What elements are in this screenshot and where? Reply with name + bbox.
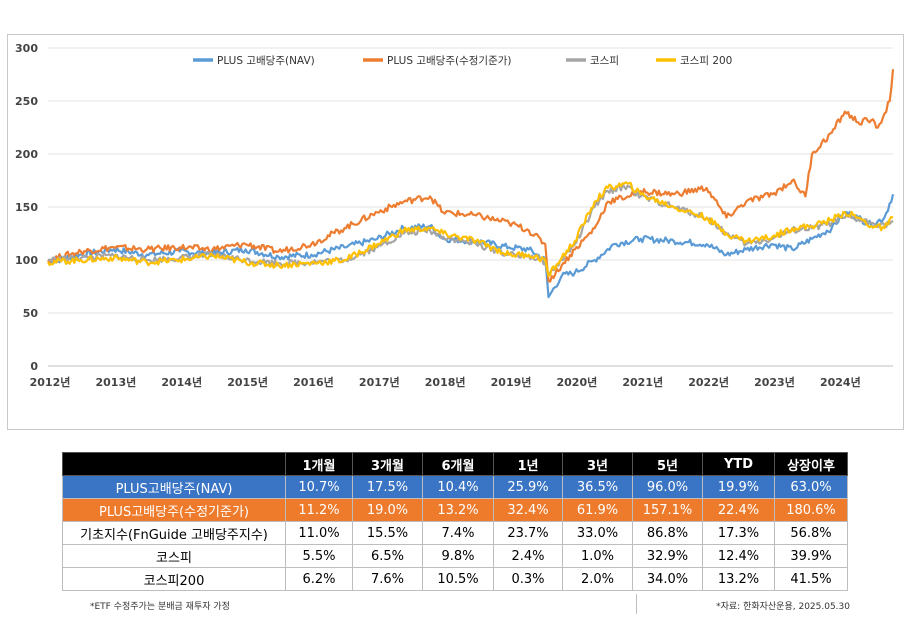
table-cell: 13.2% — [422, 498, 494, 522]
table-cell: 33.0% — [562, 521, 633, 545]
x-tick-label: 2017년 — [359, 375, 400, 389]
legend-label: 코스피 200 — [680, 55, 732, 67]
row-label: PLUS고배당주(NAV) — [62, 475, 286, 499]
header-cell: 6개월 — [422, 452, 494, 476]
table-cell: 17.3% — [702, 521, 775, 545]
table-cell: 12.4% — [702, 544, 775, 568]
table-cell: 39.9% — [774, 544, 848, 568]
x-tick-label: 2018년 — [425, 375, 466, 389]
chart-frame: 0 50 100 150 200 250 300 2012년 2013년 2014년 2015년 20… — [7, 34, 904, 430]
performance-table: 1개월 3개월 6개월 1년 3년 5년 YTD 상장이후 PLUS고배당주(N… — [62, 452, 848, 591]
x-tick-label: 2021년 — [622, 375, 663, 389]
table-cell: 180.6% — [774, 498, 848, 522]
series-line — [47, 69, 895, 283]
line-chart: 0 50 100 150 200 250 300 2012년 2013년 2014년 2015년 20… — [15, 42, 895, 389]
legend-label: PLUS 고배당주(NAV) — [217, 55, 315, 67]
table-cell: 17.5% — [352, 475, 423, 499]
table-cell: 25.9% — [493, 475, 563, 499]
table-row: 코스피200 6.2% 7.6% 10.5% 0.3% 2.0% 34.0% 1… — [62, 567, 848, 591]
table-cell: 61.9% — [562, 498, 633, 522]
series-line — [47, 183, 894, 277]
header-cell — [62, 452, 286, 476]
table-cell: 7.4% — [422, 521, 494, 545]
table-cell: 11.0% — [285, 521, 353, 545]
table-cell: 2.4% — [493, 544, 563, 568]
header-cell: 5년 — [632, 452, 703, 476]
y-tick-label: 0 — [30, 360, 38, 373]
series-line — [47, 194, 895, 299]
x-tick-label: 2020년 — [557, 375, 598, 389]
row-label: 코스피 — [62, 544, 286, 568]
x-tick-label: 2015년 — [227, 375, 268, 389]
table-cell: 34.0% — [632, 567, 703, 591]
x-tick-label: 2012년 — [30, 375, 71, 389]
header-cell: YTD — [702, 452, 775, 476]
table-header-row: 1개월 3개월 6개월 1년 3년 5년 YTD 상장이후 — [62, 452, 848, 476]
table-cell: 32.4% — [493, 498, 563, 522]
table-cell: 19.0% — [352, 498, 423, 522]
table-cell: 6.5% — [352, 544, 423, 568]
footnote-left: *ETF 수정주가는 분배금 재투자 가정 — [90, 602, 230, 612]
table-cell: 63.0% — [774, 475, 848, 499]
x-tick-label: 2022년 — [688, 375, 729, 389]
x-tick-label: 2013년 — [95, 375, 136, 389]
x-tick-label: 2019년 — [491, 375, 532, 389]
row-label: 코스피200 — [62, 567, 286, 591]
header-cell: 3개월 — [352, 452, 423, 476]
table-cell: 19.9% — [702, 475, 775, 499]
table-cell: 41.5% — [774, 567, 848, 591]
table-cell: 86.8% — [632, 521, 703, 545]
table-cell: 0.3% — [493, 567, 563, 591]
table-cell: 36.5% — [562, 475, 633, 499]
table-cell: 157.1% — [632, 498, 703, 522]
table-cell: 1.0% — [562, 544, 633, 568]
series-line — [47, 181, 894, 277]
y-tick-label: 150 — [15, 201, 38, 214]
table-cell: 13.2% — [702, 567, 775, 591]
row-label: 기초지수(FnGuide 고배당주지수) — [62, 521, 286, 545]
x-tick-label: 2014년 — [161, 375, 202, 389]
table-cell: 10.4% — [422, 475, 494, 499]
table-cell: 32.9% — [632, 544, 703, 568]
footnote-right: *자료: 한화자산운용, 2025.05.30 — [716, 602, 850, 612]
table-cell: 96.0% — [632, 475, 703, 499]
table-cell: 5.5% — [285, 544, 353, 568]
row-label: PLUS고배당주(수정기준가) — [62, 498, 286, 522]
table-cell: 9.8% — [422, 544, 494, 568]
x-tick-label: 2024년 — [820, 375, 861, 389]
header-cell: 3년 — [562, 452, 633, 476]
table-cell: 15.5% — [352, 521, 423, 545]
y-tick-label: 250 — [15, 95, 38, 108]
table-cell: 22.4% — [702, 498, 775, 522]
y-tick-label: 200 — [15, 148, 38, 161]
table-cell: 10.5% — [422, 567, 494, 591]
y-tick-label: 100 — [15, 254, 38, 267]
table-row: 기초지수(FnGuide 고배당주지수) 11.0% 15.5% 7.4% 23… — [62, 521, 848, 545]
footnote-divider — [636, 594, 637, 614]
table-row: 코스피 5.5% 6.5% 9.8% 2.4% 1.0% 32.9% 12.4%… — [62, 544, 848, 568]
header-cell: 1년 — [493, 452, 563, 476]
table-cell: 6.2% — [285, 567, 353, 591]
header-cell: 1개월 — [285, 452, 353, 476]
table-cell: 23.7% — [493, 521, 563, 545]
table-cell: 11.2% — [285, 498, 353, 522]
header-cell: 상장이후 — [774, 452, 848, 476]
table-row: PLUS고배당주(NAV) 10.7% 17.5% 10.4% 25.9% 36… — [62, 475, 848, 499]
table-cell: 10.7% — [285, 475, 353, 499]
table-cell: 2.0% — [562, 567, 633, 591]
x-tick-label: 2016년 — [293, 375, 334, 389]
table-cell: 56.8% — [774, 521, 848, 545]
legend-label: PLUS 고배당주(수정기준가) — [387, 55, 511, 67]
x-tick-label: 2023년 — [754, 375, 795, 389]
y-tick-label: 50 — [23, 307, 39, 320]
table-row: PLUS고배당주(수정기준가) 11.2% 19.0% 13.2% 32.4% … — [62, 498, 848, 522]
legend-label: 코스피 — [590, 55, 619, 67]
y-tick-label: 300 — [15, 42, 38, 55]
table-cell: 7.6% — [352, 567, 423, 591]
